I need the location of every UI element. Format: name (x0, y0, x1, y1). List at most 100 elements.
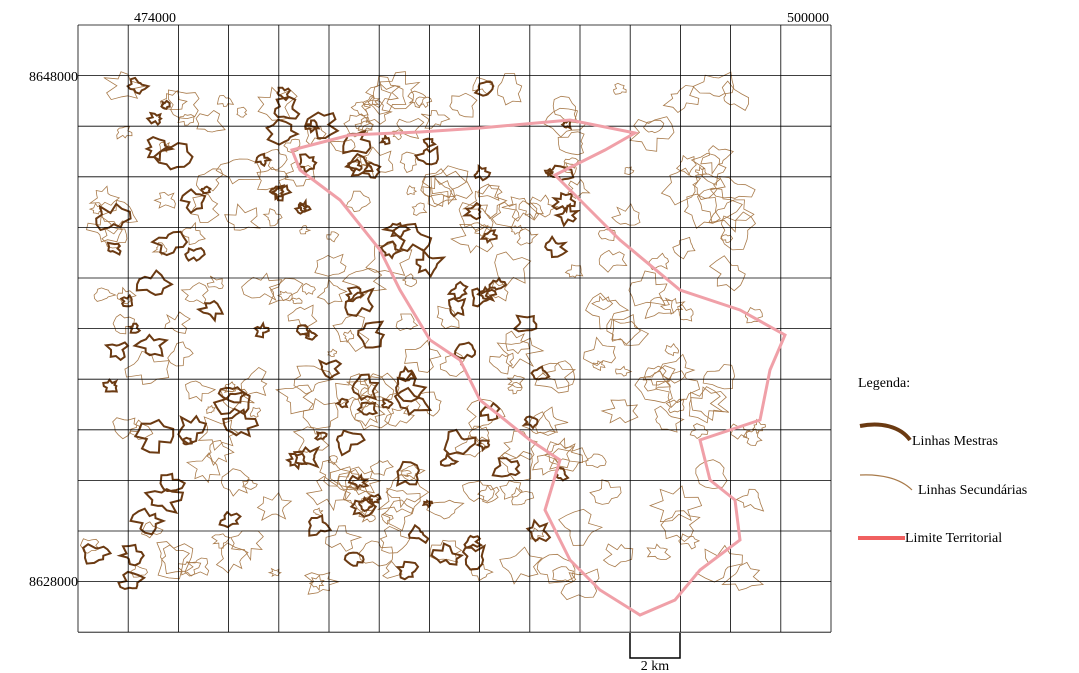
contour-line (710, 256, 746, 291)
contour-line (536, 407, 569, 433)
contour-line (83, 544, 110, 563)
contour-line (677, 156, 697, 175)
contour-line (498, 74, 522, 105)
contour-line (506, 331, 530, 353)
contour-line (187, 453, 220, 483)
contour-line (398, 562, 419, 579)
contours (81, 72, 766, 600)
contour-line (103, 380, 116, 392)
legend-title: Legenda: (858, 376, 910, 391)
contour-line (147, 113, 161, 125)
contour-line (117, 126, 132, 138)
contour-line (306, 113, 338, 139)
contour-line (482, 230, 497, 242)
legend-item: Limite Territorial (905, 531, 1002, 546)
contour-line (348, 160, 361, 171)
contour-line (647, 544, 670, 559)
contour-line (655, 406, 684, 432)
contour-line (722, 81, 748, 110)
contour-line (664, 86, 699, 113)
contour-line (696, 460, 727, 489)
page: 474000 500000 8648000 8628000 2 km Legen… (0, 0, 1079, 673)
legend-item: Linhas Secundárias (918, 483, 1027, 498)
contour-line (344, 330, 354, 342)
contour-line (421, 176, 455, 207)
contour-line (493, 458, 519, 476)
contour-line (108, 243, 121, 255)
contour-line (119, 572, 145, 589)
contour-line (703, 365, 734, 389)
contour-line (645, 297, 673, 318)
contour-line (424, 501, 433, 507)
contour-line (212, 534, 230, 548)
contour-line (106, 343, 128, 360)
contour-line (691, 387, 729, 420)
contour-line (455, 343, 475, 359)
contour-line (450, 93, 477, 117)
contour-line (225, 204, 260, 230)
contour-line (258, 493, 292, 521)
contour-line (182, 223, 206, 245)
contour-line (449, 282, 467, 299)
contour-line (315, 254, 346, 276)
contour-line (407, 186, 416, 195)
contour-line (217, 96, 233, 107)
contour-line (553, 193, 575, 211)
contour-line (475, 225, 491, 236)
contour-line (255, 324, 269, 338)
contour-line (449, 298, 465, 316)
contour-line (614, 83, 627, 94)
legend: Legenda: Linhas Mestras Linhas Secundári… (858, 376, 1027, 546)
contour-line (196, 111, 225, 133)
scale-bar-label: 2 km (641, 659, 670, 673)
contour-line (508, 382, 522, 394)
contour-line (421, 110, 449, 128)
contour-line (160, 91, 187, 110)
contour-line (490, 353, 514, 374)
contour-line (327, 232, 339, 242)
contour-line (102, 200, 138, 227)
contour-line (359, 541, 393, 566)
y-coordinate-label: 8648000 (29, 70, 78, 85)
contour-line (310, 575, 324, 590)
contour-line (665, 344, 679, 356)
contour-line (701, 146, 733, 174)
contour-line (381, 136, 389, 144)
contour-line (393, 224, 431, 251)
contour-line (625, 167, 634, 175)
contour-line (264, 209, 282, 226)
contour-line (186, 381, 216, 401)
contour-line (378, 488, 420, 513)
contour-line (142, 522, 163, 538)
contour-line (412, 203, 426, 216)
contour-line (221, 469, 249, 496)
contour-line (178, 115, 194, 126)
legend-item: Linhas Mestras (912, 434, 998, 449)
contour-line (294, 366, 333, 394)
contour-line (161, 474, 185, 491)
contour-line (465, 536, 482, 548)
contour-line (370, 461, 393, 476)
contour-line (514, 316, 536, 332)
contour-line (678, 305, 694, 321)
contour-line (696, 546, 742, 583)
contour-line (220, 512, 241, 527)
contour-line (117, 288, 136, 304)
contour-line (368, 85, 406, 115)
contour-line (584, 337, 616, 365)
contour-line (593, 361, 605, 371)
contour-line (662, 168, 701, 205)
contour-line (524, 416, 537, 428)
contour-line (185, 248, 204, 261)
contour-line (690, 424, 708, 439)
y-coordinate-label: 8628000 (29, 575, 78, 590)
contour-line (250, 408, 260, 418)
contour-line (545, 237, 567, 257)
contour-line (463, 546, 484, 570)
contour-line (599, 250, 627, 272)
contour-line (317, 280, 346, 305)
contour-line (303, 399, 338, 429)
contour-line (137, 271, 172, 295)
contour-line (199, 301, 223, 320)
contour-line (382, 399, 392, 408)
